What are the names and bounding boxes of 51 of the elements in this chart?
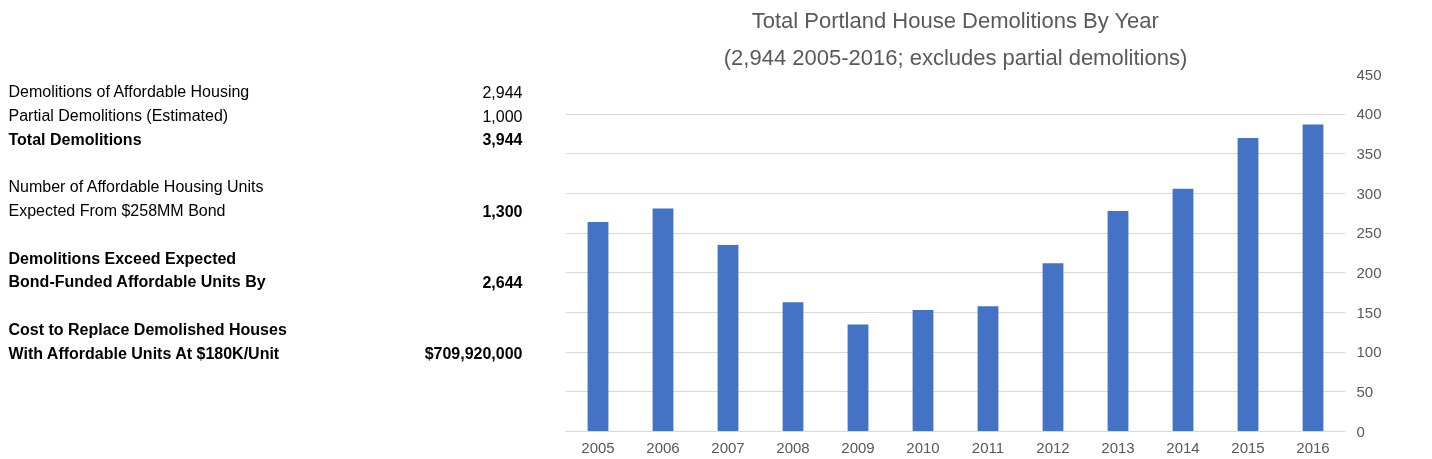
y-tick-label: 450 bbox=[1356, 65, 1382, 83]
x-tick-label: 2009 bbox=[841, 438, 875, 456]
x-tick-label: 2007 bbox=[711, 438, 745, 456]
y-tick-label: 50 bbox=[1356, 382, 1374, 400]
bar bbox=[1042, 263, 1064, 432]
text: $709,920,000 bbox=[424, 344, 523, 362]
text: Partial Demolitions (Estimated) bbox=[8, 107, 229, 125]
text: Expected From $258MM Bond bbox=[8, 202, 226, 220]
text: Demolitions Exceed Expected bbox=[8, 249, 237, 267]
x-tick-label: 2011 bbox=[971, 438, 1005, 456]
y-tick-label: 200 bbox=[1356, 263, 1382, 281]
text: Bond-Funded Affordable Units By bbox=[8, 273, 266, 291]
x-tick-label: 2012 bbox=[1036, 438, 1070, 456]
text: Total Demolitions bbox=[8, 130, 142, 148]
bar bbox=[782, 302, 804, 432]
bar bbox=[847, 324, 869, 432]
y-tick-label: 150 bbox=[1356, 303, 1382, 321]
y-tick-label: 300 bbox=[1356, 184, 1382, 202]
bar bbox=[912, 310, 934, 432]
chart-title: Total Portland House Demolitions By Year bbox=[751, 7, 1159, 33]
x-tick-label: 2014 bbox=[1166, 438, 1200, 456]
chart-subtitle: (2,944 2005-2016; excludes partial demolitions) bbox=[723, 44, 1188, 70]
bar bbox=[587, 222, 609, 432]
x-tick-label: 2006 bbox=[646, 438, 680, 456]
text: 2,644 bbox=[482, 273, 523, 291]
x-tick-label: 2010 bbox=[906, 438, 940, 456]
y-tick-label: 0 bbox=[1356, 422, 1365, 440]
bar bbox=[1172, 188, 1194, 432]
y-tick-label: 250 bbox=[1356, 224, 1382, 242]
x-tick-label: 2016 bbox=[1296, 438, 1330, 456]
text: Number of Affordable Housing Units bbox=[8, 178, 264, 196]
text: Demolitions of Affordable Housing bbox=[8, 83, 250, 101]
text: 2,944 bbox=[482, 83, 523, 101]
text: 1,300 bbox=[482, 202, 523, 220]
x-tick-label: 2013 bbox=[1101, 438, 1135, 456]
y-tick-label: 400 bbox=[1356, 105, 1382, 123]
text: 1,000 bbox=[482, 107, 523, 125]
y-tick-label: 100 bbox=[1356, 343, 1382, 361]
x-tick-label: 2008 bbox=[776, 438, 810, 456]
text: Cost to Replace Demolished Houses bbox=[8, 321, 287, 338]
text: 3,944 bbox=[482, 131, 523, 149]
text: With Affordable Units At $180K/Unit bbox=[8, 344, 280, 362]
bar bbox=[1237, 137, 1259, 432]
bar bbox=[1107, 210, 1129, 432]
x-tick-label: 2005 bbox=[581, 438, 615, 456]
bar bbox=[977, 306, 999, 432]
x-tick-label: 2015 bbox=[1231, 438, 1265, 456]
y-tick-label: 350 bbox=[1356, 144, 1382, 162]
bar bbox=[1302, 124, 1324, 432]
bar bbox=[717, 245, 739, 432]
bar bbox=[652, 208, 674, 432]
